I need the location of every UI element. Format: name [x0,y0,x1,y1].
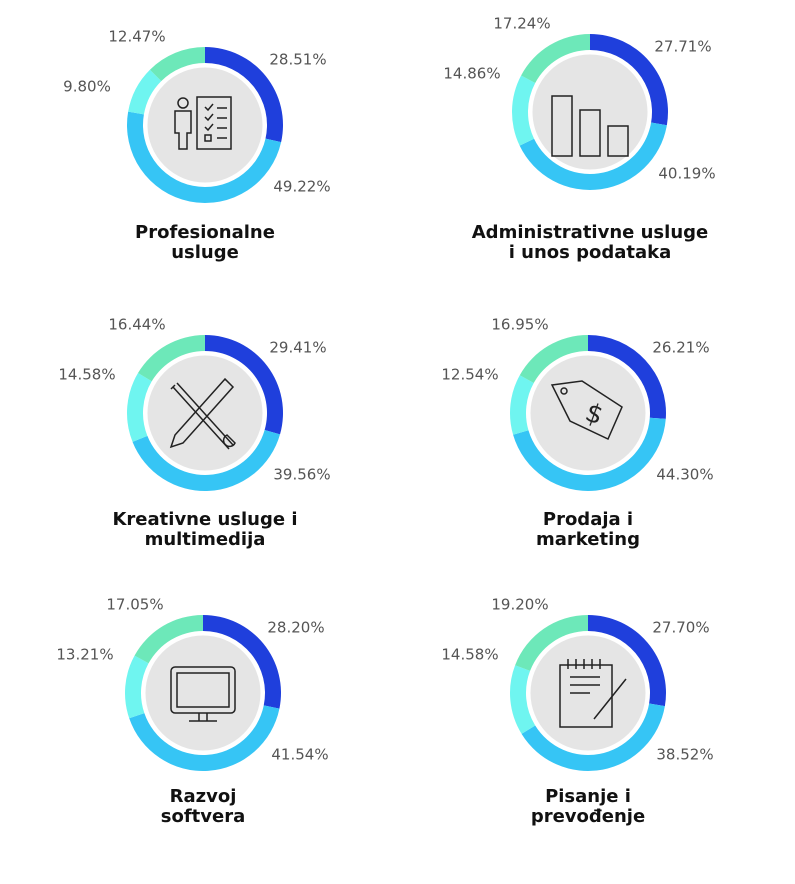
icons: $ [169,95,629,728]
donut-segment [129,705,280,771]
donut-segment [132,429,281,491]
donut-segment [515,615,588,671]
donut-hole [144,64,266,186]
donut-segment [521,33,590,83]
value-label: 14.58% [441,646,498,664]
donut-segment [510,665,536,734]
value-label: 17.24% [493,15,550,33]
value-label: 27.71% [654,38,711,56]
value-label: 13.21% [56,646,113,664]
chart-title: multimedija [145,529,266,550]
icon-part [189,713,217,722]
icon-part [196,96,232,150]
icon-part [174,96,232,150]
donut-segment [126,111,282,204]
donut-segment [521,703,665,771]
chart-title: Pisanje i [545,786,631,807]
value-label: 17.05% [106,596,163,614]
donut-segment [134,615,203,664]
value-label: 14.58% [58,366,115,384]
value-label: 12.54% [441,366,498,384]
value-label: 26.21% [652,339,709,357]
donut-hole [142,632,264,754]
icon-part [550,380,623,441]
value-label: 44.30% [656,466,713,484]
chart-title: marketing [536,529,640,550]
chart-title: Kreativne usluge i [112,509,297,530]
value-label: 49.22% [273,178,330,196]
donut-segment [149,47,205,82]
icon-part [204,103,227,142]
value-label: 28.51% [269,51,326,69]
icon-part [176,672,230,708]
value-label: 16.95% [491,316,548,334]
chart-title: i unos podataka [509,242,672,263]
value-label: 28.20% [267,619,324,637]
donut-segment [127,373,152,442]
donut-segment [205,47,283,143]
value-label: 39.56% [273,466,330,484]
value-label: 41.54% [271,746,328,764]
icon-part [560,387,568,395]
icon-part [607,125,629,157]
value-label: 16.44% [108,316,165,334]
chart-title: prevođenje [531,806,645,827]
icon-part [170,666,236,722]
donut-segment [588,335,666,419]
donut-segment [138,335,205,382]
chart-title: Prodaja i [543,509,633,530]
icon-part [567,659,627,720]
donut-segment [519,335,588,383]
donut-segment [588,615,666,707]
value-label: 29.41% [269,339,326,357]
donut-segment [512,75,536,146]
donut-segment [519,122,667,191]
chart-title: Razvoj [170,786,237,807]
chart-title: Profesionalne [135,222,275,243]
donut-segment [513,417,666,491]
icon-part [559,659,627,728]
icon-part [169,377,236,450]
value-label: 40.19% [658,165,715,183]
value-label: 12.47% [108,28,165,46]
chart-title: usluge [171,242,239,263]
icon-part [579,109,601,157]
value-label: 19.20% [491,596,548,614]
donut-segment [125,655,149,719]
icon-part [177,97,189,109]
value-label: 14.86% [443,65,500,83]
donut-segment [128,69,162,115]
donut-segment [510,375,534,435]
donut-segment [590,34,668,126]
icon-part [551,95,573,157]
donut-segment [205,335,283,435]
icon-part [174,110,192,150]
value-label: 38.52% [656,746,713,764]
donut-hole [529,51,651,173]
icon-part [170,666,236,714]
value-label: 27.70% [652,619,709,637]
icon-part [169,377,236,450]
icon-part [551,95,629,157]
donut-segment [203,615,281,709]
value-label: 9.80% [63,78,111,96]
chart-title: Administrativne usluge [472,222,708,243]
chart-title: softvera [161,806,245,827]
